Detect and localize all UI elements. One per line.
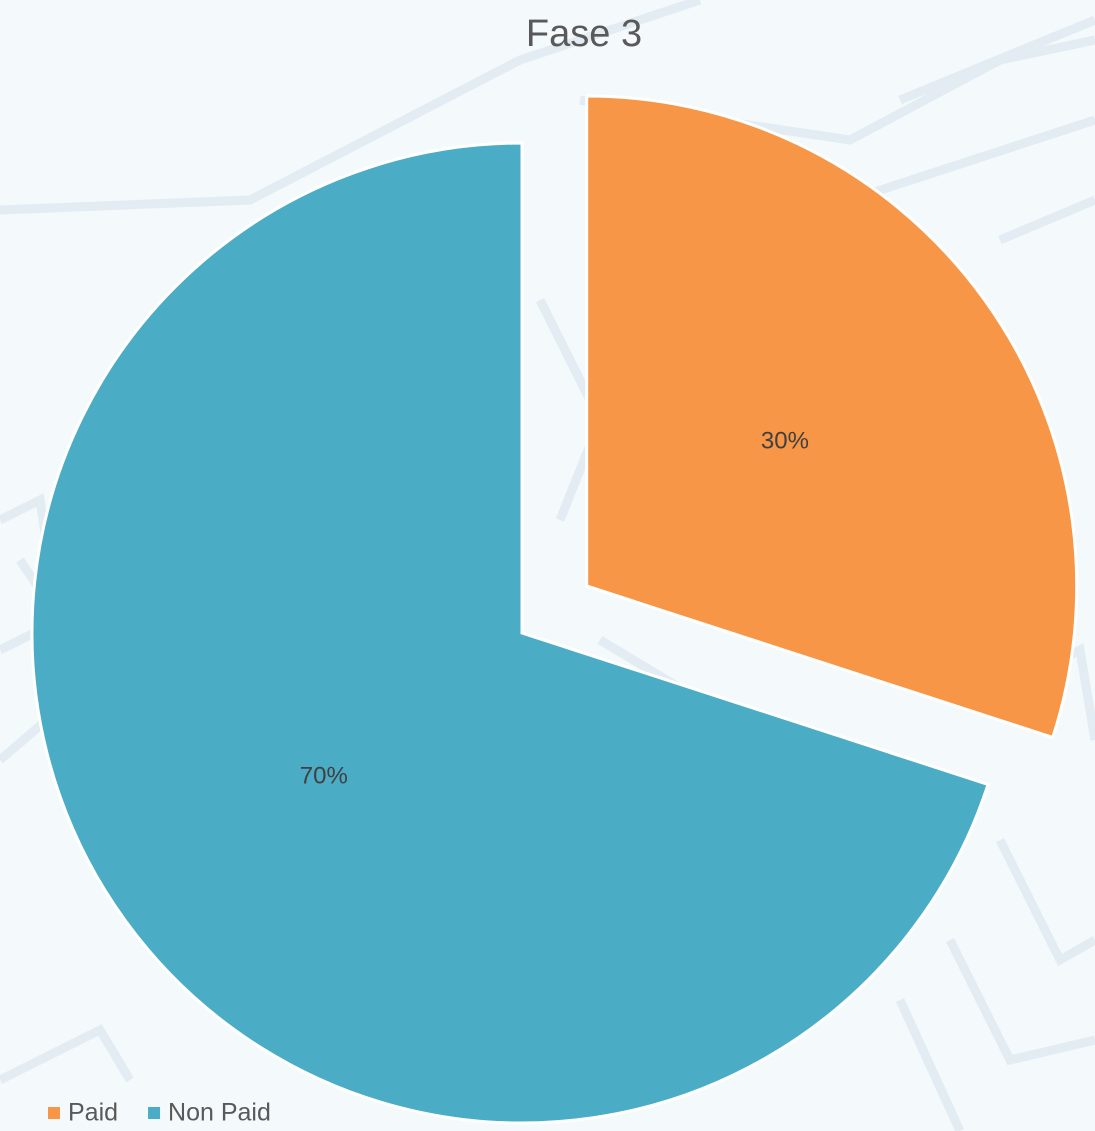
data-label: 70% — [300, 762, 348, 789]
data-label: 30% — [761, 427, 809, 454]
chart-title: Fase 3 — [526, 13, 642, 55]
legend-label: Non Paid — [168, 1099, 271, 1127]
chart: Fase 3 30% 70% Paid Non Paid — [0, 0, 1095, 1131]
page: {"chart_data": {"type": "pie", "title": … — [0, 0, 1095, 1131]
legend-label: Paid — [68, 1099, 118, 1127]
legend-swatch — [48, 1107, 60, 1119]
legend-swatch — [148, 1107, 160, 1119]
pie-slice — [587, 96, 1077, 737]
